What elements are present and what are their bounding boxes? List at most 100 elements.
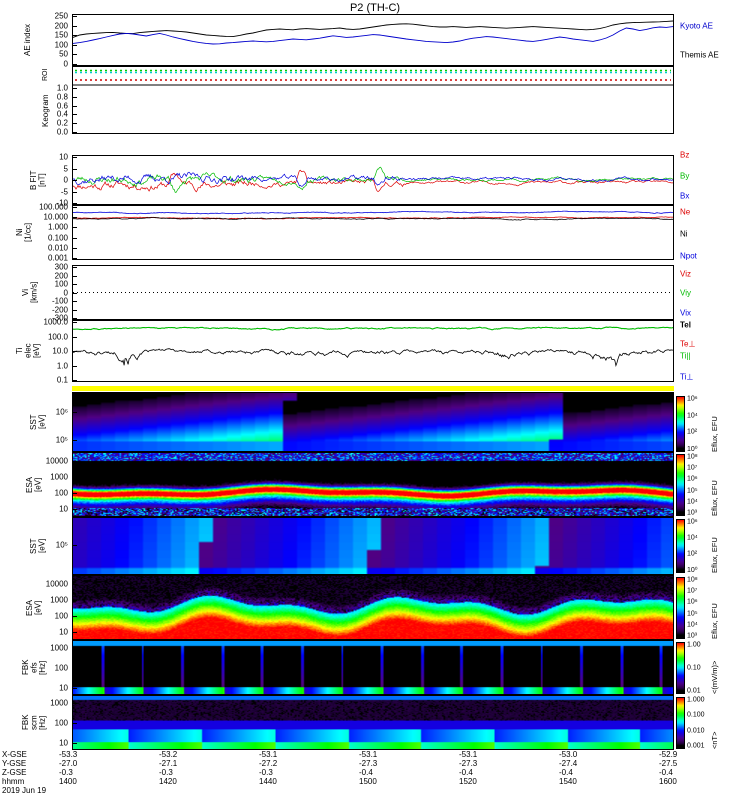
y-tick-mark xyxy=(72,267,77,268)
y-tick-label: 1000 xyxy=(50,698,68,708)
xaxis-position-value: -53.3 xyxy=(59,750,78,759)
y-tick-mark xyxy=(72,648,77,649)
legend-viz: Viz xyxy=(680,269,691,279)
y-tick-mark xyxy=(72,440,77,441)
y-tick-mark xyxy=(72,275,77,277)
y-tick-label: 10 xyxy=(59,627,68,637)
y-tick-mark xyxy=(72,688,77,689)
y-tick-mark xyxy=(72,191,77,193)
xaxis-position-value: -27.3 xyxy=(359,759,378,768)
b-field-traces xyxy=(73,156,673,204)
xaxis-position-value: -0.3 xyxy=(159,768,173,777)
y-tick-mark xyxy=(72,380,77,381)
x-tick-label: 1500 xyxy=(359,777,377,786)
mode-bar-yellow xyxy=(72,386,674,391)
colorbar-tick-label: 10⁶ xyxy=(687,518,698,526)
colorbar-tick-label: 10⁷ xyxy=(687,464,698,472)
panel-esa-ion xyxy=(72,452,674,517)
xaxis-position-value: -53.0 xyxy=(559,750,578,759)
panel-b-fit xyxy=(72,155,674,205)
legend-bz: Bz xyxy=(680,150,690,160)
y-tick-label: 0.010 xyxy=(47,243,68,253)
y-tick-mark xyxy=(72,351,77,352)
y-tick-mark xyxy=(72,322,77,323)
keogram-roi-label: ROI xyxy=(42,68,49,82)
x-tick-label: 1420 xyxy=(159,777,177,786)
colorbar xyxy=(676,396,685,452)
y-tick-label: 0 xyxy=(63,175,68,185)
y-tick-mark xyxy=(72,114,77,116)
y-tick-label: 1000 xyxy=(50,472,68,482)
y-tick-mark xyxy=(72,668,77,669)
legend-viy: Viy xyxy=(680,288,691,298)
y-tick-label: 1000 xyxy=(50,643,68,653)
y-tick-label: 0.4 xyxy=(56,109,68,119)
y-tick-mark xyxy=(72,301,77,302)
colorbar xyxy=(676,454,685,516)
velocity-traces xyxy=(73,292,673,293)
colorbar-tick-label: 10⁰ xyxy=(687,446,698,453)
y-tick-label: -5 xyxy=(60,187,68,196)
colorbar-tick-label: 10⁰ xyxy=(687,567,698,574)
y-tick-label: 100 xyxy=(54,718,68,728)
colorbar-tick-label: 10⁴ xyxy=(687,412,698,420)
y-tick-mark xyxy=(72,545,77,546)
colorbar xyxy=(676,642,685,694)
y-tick-mark xyxy=(72,157,77,158)
y-tick-mark xyxy=(72,168,77,170)
colorbar-tick-label: 10⁶ xyxy=(687,395,698,403)
y-tick-label: 10 xyxy=(59,738,68,748)
xaxis-position-value: -27.5 xyxy=(659,759,678,768)
xaxis-position-value: -27.4 xyxy=(559,759,578,768)
y-tick-mark xyxy=(72,88,77,89)
y-tick-label: -300 xyxy=(51,313,68,323)
colorbar-tick-label: 1.00 xyxy=(687,641,701,649)
colorbar-tick-label: 10⁸ xyxy=(687,576,698,584)
y-tick-mark xyxy=(72,509,77,510)
panel-ti xyxy=(72,320,674,382)
xaxis-position-value: -27.2 xyxy=(259,759,278,768)
y-tick-label: 1.000 xyxy=(47,222,68,232)
colorbar-tick-label: 0.10 xyxy=(687,664,701,672)
panel-fbk-scm xyxy=(72,695,674,750)
legend-vix: Vix xyxy=(680,308,691,318)
y-tick-label: -10 xyxy=(56,198,68,208)
y-tick-mark xyxy=(72,123,77,125)
y-tick-label: 10⁵ xyxy=(55,540,68,550)
xaxis-row-label-z-gse: Z-GSE xyxy=(2,768,27,777)
y-tick-mark xyxy=(72,632,77,633)
xaxis-position-value: -53.2 xyxy=(159,750,178,759)
colorbar-tick-label: 10² xyxy=(687,428,698,436)
y-tick-label: 1.0 xyxy=(56,83,68,93)
colorbar-tick-label: 0.010 xyxy=(687,727,705,735)
y-tick-label: 0.001 xyxy=(47,253,68,263)
y-tick-mark xyxy=(72,493,77,494)
y-tick-label: 10.0 xyxy=(52,346,68,356)
colorbar-tick-label: 10⁴ xyxy=(687,621,698,629)
colorbar xyxy=(676,519,685,573)
y-tick-label: 150 xyxy=(54,30,68,40)
y-tick-label: 10 xyxy=(59,152,68,162)
y-tick-mark xyxy=(72,309,77,311)
y-tick-mark xyxy=(72,477,77,478)
y-tick-mark xyxy=(72,132,77,133)
colorbar-tick-label: 1.000 xyxy=(687,696,705,704)
y-tick-label: 0.100 xyxy=(47,233,68,243)
y-tick-label: 200 xyxy=(54,21,68,31)
xaxis-position-value: -27.1 xyxy=(159,759,178,768)
panel-ae-index xyxy=(72,14,674,66)
y-tick-label: 200 xyxy=(54,271,68,280)
y-tick-label: 100 xyxy=(54,488,68,498)
x-tick-label: 1440 xyxy=(259,777,277,786)
legend-ni: Ni xyxy=(680,229,688,239)
colorbar xyxy=(676,697,685,749)
y-tick-label: 10⁵ xyxy=(55,435,68,445)
legend-npot: Npot xyxy=(680,251,697,261)
y-tick-label: 0 xyxy=(63,59,68,69)
y-tick-mark xyxy=(72,616,77,617)
colorbar-tick-label: 10⁶ xyxy=(687,598,698,606)
legend-kyoto-ae: Kyoto AE xyxy=(680,21,713,31)
xaxis-position-value: -0.4 xyxy=(659,768,673,777)
y-tick-label: 50 xyxy=(59,49,68,59)
colorbar xyxy=(676,577,685,639)
